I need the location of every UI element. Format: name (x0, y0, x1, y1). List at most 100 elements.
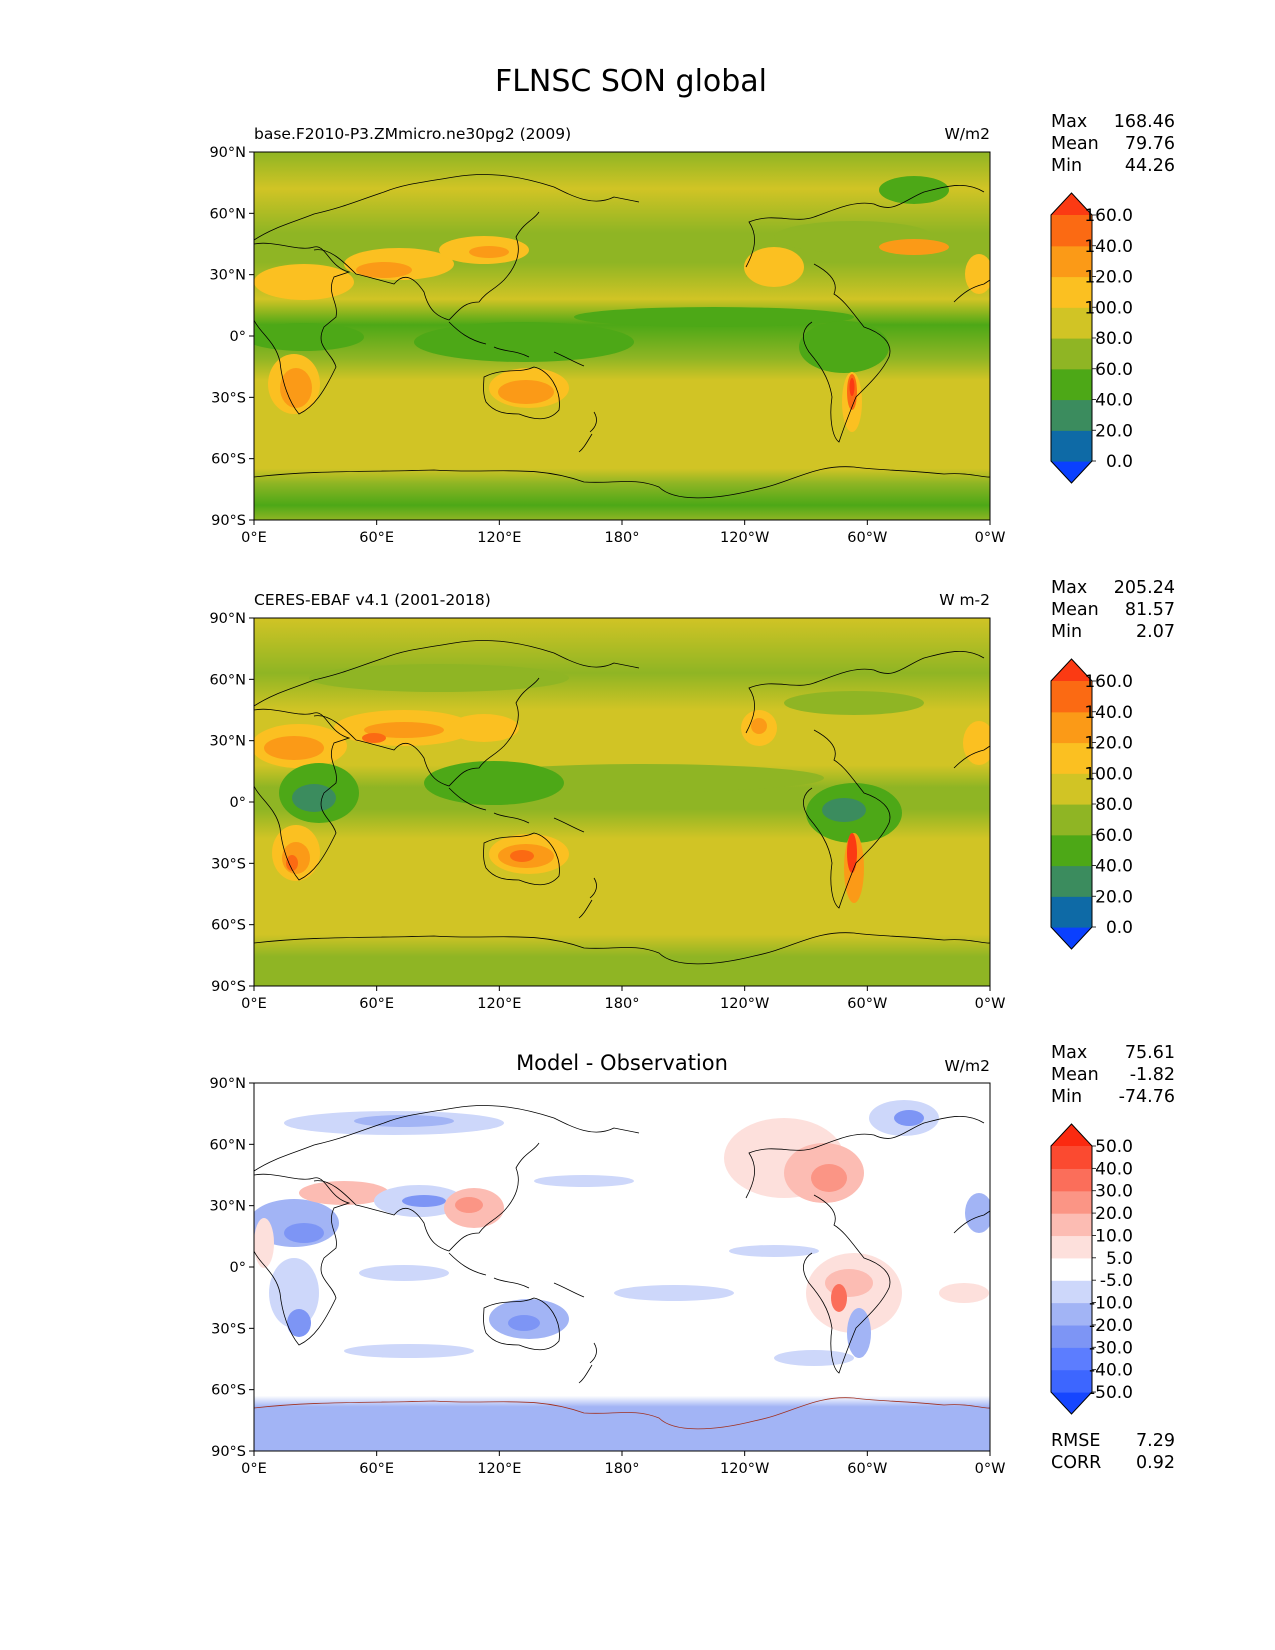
lat-tick-label: 60°S (211, 1383, 246, 1399)
colorbar-extension-high (1051, 659, 1092, 681)
colorbar-label: 20.0 (1095, 887, 1133, 907)
colorbar: 0.0 20.0 40.0 60.0 80.0 100.0 120.0 140.0 160.0 (1050, 658, 1133, 950)
colorbar-label: 140.0 (1084, 237, 1133, 257)
colorbar-label: 100.0 (1084, 764, 1133, 784)
colorbar-label: 10.0 (1095, 1226, 1133, 1246)
lon-tick-label: 120°E (477, 530, 521, 546)
colorbar-band (1051, 865, 1092, 897)
stats-block: Max 168.46 Mean 79.76 Min 44.26 (1051, 112, 1175, 176)
stat-value: 2.07 (1136, 622, 1175, 642)
colorbar-extension-low (1051, 927, 1092, 949)
colorbar-extension-low (1051, 1392, 1092, 1414)
colorbar-band (1051, 1324, 1092, 1348)
colorbar-band (1051, 1347, 1092, 1371)
panel-units: W m-2 (939, 591, 990, 609)
field-anomalies (254, 1100, 990, 1366)
lat-tick-label: 30°S (211, 856, 246, 872)
colorbar-label: 50.0 (1095, 1137, 1133, 1157)
colorbar-label: 20.0 (1095, 421, 1133, 441)
lon-tick-label: 60°E (359, 996, 394, 1012)
colorbar-label: 80.0 (1095, 795, 1133, 815)
colorbar-label: 40.0 (1095, 1159, 1133, 1179)
colorbar-label: 5.0 (1106, 1249, 1133, 1269)
colorbar-band (1051, 1168, 1092, 1192)
coastlines (253, 174, 991, 499)
stat-value: 81.57 (1125, 600, 1175, 620)
stat-label: Min (1051, 1087, 1082, 1107)
lon-ticks: 0°E 60°E 120°E 180° 120°W 60°W 0°W (241, 520, 1005, 546)
lon-tick-label: 120°E (477, 996, 521, 1012)
field-anomalies (254, 664, 990, 903)
lat-tick-label: 60°N (209, 672, 246, 688)
stat-value: 44.26 (1125, 156, 1175, 176)
colorbar-label: 120.0 (1084, 734, 1133, 754)
panel-obs: CERES-EBAF v4.1 (2001-2018) W m-2 (209, 578, 1175, 1012)
stat-value: -74.76 (1119, 1087, 1175, 1107)
lon-tick-label: 0°E (241, 530, 267, 546)
stat-value: 168.46 (1114, 112, 1175, 132)
colorbar-band (1051, 430, 1092, 462)
colorbar-label: -50.0 (1089, 1383, 1133, 1403)
lat-tick-label: 30°N (209, 734, 246, 750)
colorbar-label: 60.0 (1095, 826, 1133, 846)
stat-label: Mean (1051, 600, 1099, 620)
stat-label: Max (1051, 112, 1087, 132)
lon-tick-label: 180° (605, 1461, 640, 1477)
lat-tick-label: 30°S (211, 1321, 246, 1337)
lat-tick-label: 90°N (209, 145, 246, 161)
stat-label: Max (1051, 1043, 1087, 1063)
lat-tick-label: 0° (230, 795, 246, 811)
lat-tick-label: 90°S (211, 1444, 246, 1460)
colorbar: 0.0 20.0 40.0 60.0 80.0 100.0 120.0 140.0 160.0 (1050, 192, 1133, 484)
colorbar-extension-low (1051, 461, 1092, 483)
lat-tick-label: 60°N (209, 1137, 246, 1153)
coastlines (253, 1105, 991, 1430)
colorbar-label: -10.0 (1089, 1294, 1133, 1314)
lat-tick-label: 90°S (211, 513, 246, 529)
lat-tick-label: 0° (230, 329, 246, 345)
colorbar-band (1051, 1235, 1092, 1259)
colorbar-extension-high (1051, 193, 1092, 215)
map-area (253, 1082, 991, 1452)
panel-model: base.F2010-P3.ZMmicro.ne30pg2 (2009) W/m… (209, 112, 1175, 546)
stat-value: 75.61 (1125, 1043, 1175, 1063)
stat-label: Mean (1051, 1065, 1099, 1085)
colorbar-label: 40.0 (1095, 391, 1133, 411)
colorbar-band (1051, 1146, 1092, 1169)
colorbar-label: 140.0 (1084, 703, 1133, 723)
colorbar-label: -20.0 (1089, 1316, 1133, 1336)
colorbar-label: 160.0 (1084, 206, 1133, 226)
lat-tick-label: 90°N (209, 1076, 246, 1092)
colorbar-band (1051, 307, 1092, 339)
stat-value: 79.76 (1125, 134, 1175, 154)
colorbar: -50.0-40.0 -30.0-20.0-10.0 -5.05.0 10.020.0… (1050, 1123, 1133, 1415)
lat-ticks: 90°N 60°N 30°N 0° 30°S 60°S 90°S (209, 145, 254, 529)
lat-tick-label: 60°N (209, 206, 246, 222)
lon-tick-label: 60°E (359, 530, 394, 546)
colorbar-extension-high (1051, 1124, 1092, 1146)
lat-tick-label: 30°N (209, 268, 246, 284)
panel-left-title: CERES-EBAF v4.1 (2001-2018) (254, 591, 491, 609)
colorbar-band (1051, 711, 1092, 744)
coastlines (253, 640, 991, 965)
colorbar-band (1051, 399, 1092, 431)
panel-left-title: base.F2010-P3.ZMmicro.ne30pg2 (2009) (254, 125, 571, 143)
extra-stat-value: 7.29 (1136, 1431, 1175, 1451)
lat-tick-label: 90°S (211, 979, 246, 995)
lat-tick-label: 0° (230, 1260, 246, 1276)
colorbar-label: 120.0 (1084, 268, 1133, 288)
lon-tick-label: 60°W (847, 1461, 887, 1477)
colorbar-band (1051, 1369, 1092, 1393)
stat-label: Mean (1051, 134, 1099, 154)
extra-stat-label: CORR (1051, 1453, 1101, 1473)
colorbar-label: 0.0 (1106, 452, 1133, 472)
lat-ticks: 90°N 60°N 30°N 0° 30°S 60°S 90°S (209, 1076, 254, 1460)
stat-label: Max (1051, 578, 1087, 598)
colorbar-band (1051, 1213, 1092, 1237)
colorbar-band (1051, 896, 1092, 928)
extra-stat-label: RMSE (1051, 1431, 1100, 1451)
lon-tick-label: 180° (605, 530, 640, 546)
colorbar-band (1051, 834, 1092, 867)
colorbar-label: -40.0 (1089, 1361, 1133, 1381)
